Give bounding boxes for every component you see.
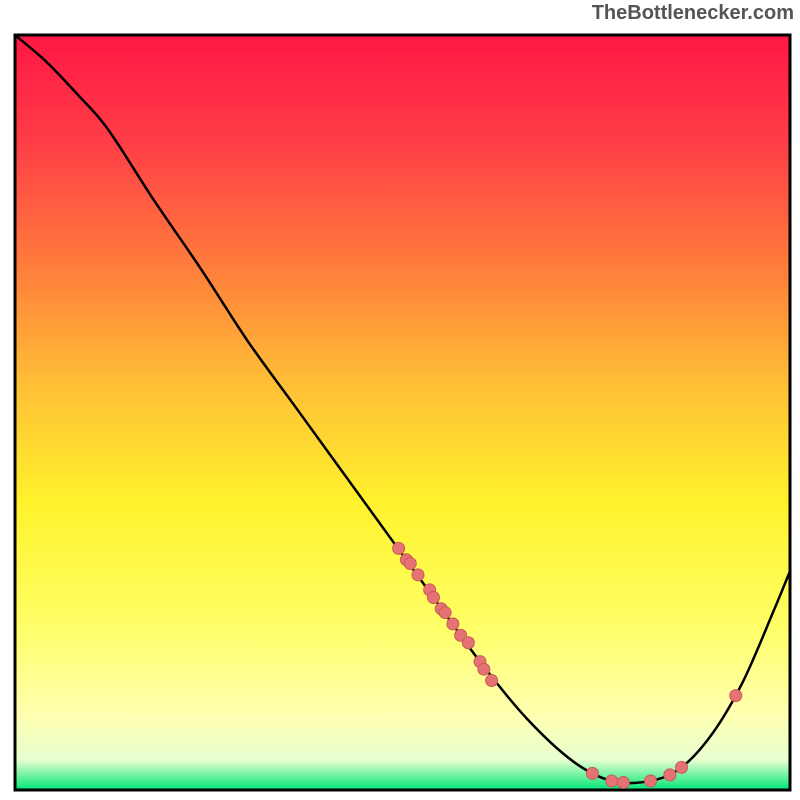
data-marker xyxy=(412,569,424,581)
bottleneck-chart xyxy=(0,0,800,800)
data-marker xyxy=(676,761,688,773)
data-marker xyxy=(478,663,490,675)
data-marker xyxy=(439,607,451,619)
attribution-label: TheBottlenecker.com xyxy=(592,2,794,25)
data-marker xyxy=(462,637,474,649)
data-marker xyxy=(606,775,618,787)
data-marker xyxy=(404,558,416,570)
data-marker xyxy=(393,542,405,554)
data-marker xyxy=(730,690,742,702)
data-marker xyxy=(428,591,440,603)
chart-background xyxy=(15,35,790,790)
data-marker xyxy=(586,767,598,779)
data-marker xyxy=(645,775,657,787)
data-marker xyxy=(617,776,629,788)
data-marker xyxy=(447,618,459,630)
data-marker xyxy=(486,675,498,687)
data-marker xyxy=(664,769,676,781)
chart-container: TheBottlenecker.com xyxy=(0,0,800,800)
